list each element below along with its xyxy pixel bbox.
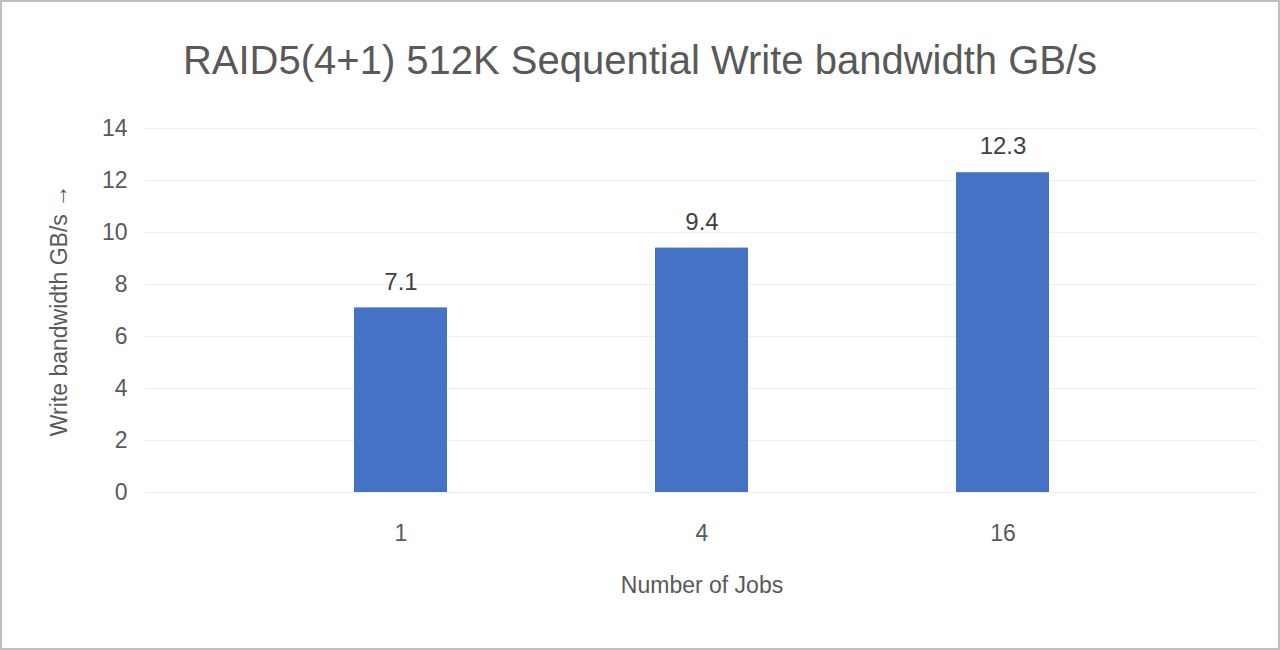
svg-text:6: 6 bbox=[115, 323, 128, 349]
svg-text:12: 12 bbox=[102, 167, 128, 193]
svg-text:1: 1 bbox=[395, 520, 408, 546]
svg-text:8: 8 bbox=[115, 271, 128, 297]
svg-text:4: 4 bbox=[696, 520, 709, 546]
html-text:RAID5(4+1) 512K Sequential Wri: RAID5(4+1) 512K Sequential Write bandwid… bbox=[182, 38, 1098, 82]
svg-text:16: 16 bbox=[990, 520, 1016, 546]
svg-text:9.4: 9.4 bbox=[685, 208, 718, 235]
svg-text:7.1: 7.1 bbox=[384, 268, 417, 295]
svg-text:0: 0 bbox=[115, 479, 128, 505]
svg-text:Number of Jobs: Number of Jobs bbox=[621, 572, 783, 598]
svg-text:Write bandwidth GB/s →: Write bandwidth GB/s → bbox=[46, 185, 72, 436]
svg-text:4: 4 bbox=[115, 375, 128, 401]
svg-text:10: 10 bbox=[102, 219, 128, 245]
svg-text:2: 2 bbox=[115, 427, 128, 453]
svg-text:12.3: 12.3 bbox=[980, 132, 1027, 159]
svg-text:14: 14 bbox=[102, 115, 128, 141]
